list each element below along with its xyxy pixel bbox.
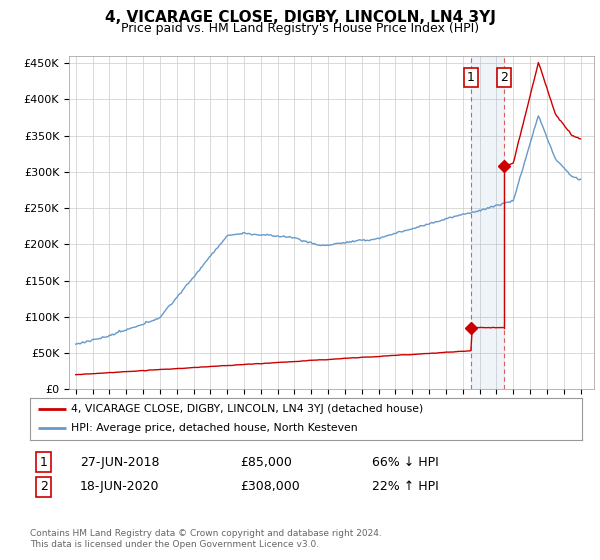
Text: Contains HM Land Registry data © Crown copyright and database right 2024.
This d: Contains HM Land Registry data © Crown c… <box>30 529 382 549</box>
Text: 2: 2 <box>40 480 48 493</box>
Text: 27-JUN-2018: 27-JUN-2018 <box>80 456 159 469</box>
Bar <box>471 56 504 389</box>
Text: 22% ↑ HPI: 22% ↑ HPI <box>372 480 439 493</box>
Text: 66% ↓ HPI: 66% ↓ HPI <box>372 456 439 469</box>
Text: £308,000: £308,000 <box>240 480 299 493</box>
Text: £85,000: £85,000 <box>240 456 292 469</box>
Text: Price paid vs. HM Land Registry's House Price Index (HPI): Price paid vs. HM Land Registry's House … <box>121 22 479 35</box>
Text: 18-JUN-2020: 18-JUN-2020 <box>80 480 159 493</box>
Text: 1: 1 <box>40 456 48 469</box>
Text: HPI: Average price, detached house, North Kesteven: HPI: Average price, detached house, Nort… <box>71 423 358 433</box>
Text: 2: 2 <box>500 71 508 84</box>
Text: 4, VICARAGE CLOSE, DIGBY, LINCOLN, LN4 3YJ (detached house): 4, VICARAGE CLOSE, DIGBY, LINCOLN, LN4 3… <box>71 404 424 414</box>
Text: 1: 1 <box>467 71 475 84</box>
Text: 4, VICARAGE CLOSE, DIGBY, LINCOLN, LN4 3YJ: 4, VICARAGE CLOSE, DIGBY, LINCOLN, LN4 3… <box>104 10 496 25</box>
